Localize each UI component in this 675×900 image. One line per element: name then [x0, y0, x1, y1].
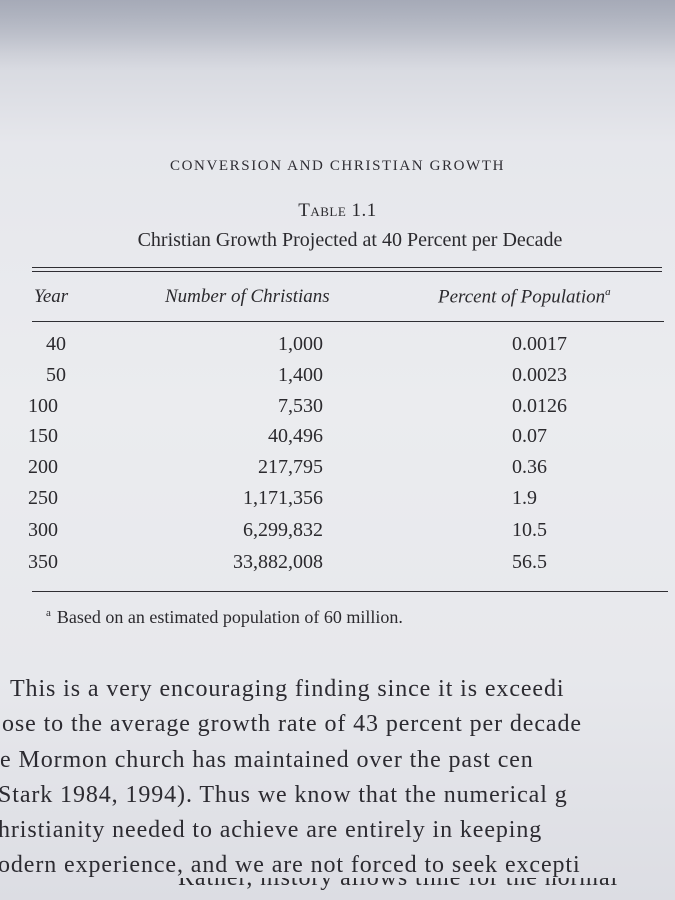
cell-year: 100: [28, 395, 58, 417]
footnote-marker: a: [46, 607, 51, 619]
cell-year: 40: [46, 333, 66, 355]
body-line: hristianity needed to achieve are entire…: [0, 817, 543, 843]
table-row: 200 217,795 0.36: [0, 456, 675, 486]
column-header-note-marker: a: [605, 286, 611, 298]
cell-percent: 1.9: [512, 487, 537, 509]
cell-percent: 0.07: [512, 425, 547, 447]
cell-percent: 0.0126: [512, 395, 567, 417]
cell-percent: 0.0017: [512, 333, 567, 355]
column-header-number: Number of Christians: [165, 286, 330, 308]
cell-year: 350: [28, 551, 58, 573]
table-label-text: Table 1.1: [298, 200, 377, 221]
cell-number: 33,882,008: [233, 551, 323, 573]
cell-number: 217,795: [258, 456, 323, 478]
table-top-rule: [32, 267, 662, 268]
column-header-number-text: Number of Christians: [165, 286, 330, 307]
body-line: Stark 1984, 1994). Thus we know that the…: [0, 782, 568, 808]
cell-year: 250: [28, 487, 58, 509]
column-header-percent: Percent of Populationa: [438, 286, 611, 308]
table-row: 350 33,882,008 56.5: [0, 551, 675, 581]
table-row: 300 6,299,832 10.5: [0, 519, 675, 549]
running-head: CONVERSION AND CHRISTIAN GROWTH: [169, 158, 506, 174]
table-row: 40 1,000 0.0017: [0, 333, 675, 363]
cell-number: 1,000: [278, 333, 323, 355]
cell-percent: 56.5: [512, 551, 547, 573]
table-row: 150 40,496 0.07: [0, 425, 675, 455]
body-line: ose to the average growth rate of 43 per…: [2, 711, 582, 737]
column-header-year: Year: [34, 286, 68, 308]
cell-percent: 10.5: [512, 519, 547, 541]
page-shadow: [0, 0, 675, 70]
body-line: e Mormon church has maintained over the …: [0, 747, 534, 773]
cell-year: 150: [28, 425, 58, 447]
table-row: 250 1,171,356 1.9: [0, 487, 675, 517]
cell-year: 200: [28, 456, 58, 478]
table-bottom-rule: [32, 591, 668, 592]
column-header-percent-text: Percent of Population: [438, 286, 606, 308]
footnote-text: Based on an estimated population of 60 m…: [56, 607, 403, 627]
cell-year: 50: [46, 364, 66, 386]
table-label: Table 1.1: [0, 200, 675, 222]
cell-number: 1,171,356: [243, 487, 323, 509]
body-line: Rather, history allows time for the norm…: [178, 878, 619, 891]
body-line: odern experience, and we are not forced …: [0, 852, 581, 878]
cell-year: 300: [28, 519, 58, 541]
table-row: 100 7,530 0.0126: [0, 395, 675, 425]
cell-percent: 0.36: [512, 456, 547, 478]
cell-percent: 0.0023: [512, 364, 567, 386]
table-row: 50 1,400 0.0023: [0, 364, 675, 394]
table-footnote: a Based on an estimated population of 60 …: [46, 607, 403, 628]
cell-number: 40,496: [268, 425, 323, 447]
body-line-partial: Rather, history allows time for the norm…: [0, 878, 675, 900]
cell-number: 1,400: [278, 364, 323, 386]
cell-number: 6,299,832: [243, 519, 323, 541]
cell-number: 7,530: [278, 395, 323, 417]
table-caption: Christian Growth Projected at 40 Percent…: [137, 229, 563, 251]
column-header-year-text: Year: [34, 286, 69, 307]
body-line: This is a very encouraging finding since…: [10, 676, 565, 702]
header-rule: [32, 321, 664, 322]
table-top-rule-second: [32, 271, 662, 272]
